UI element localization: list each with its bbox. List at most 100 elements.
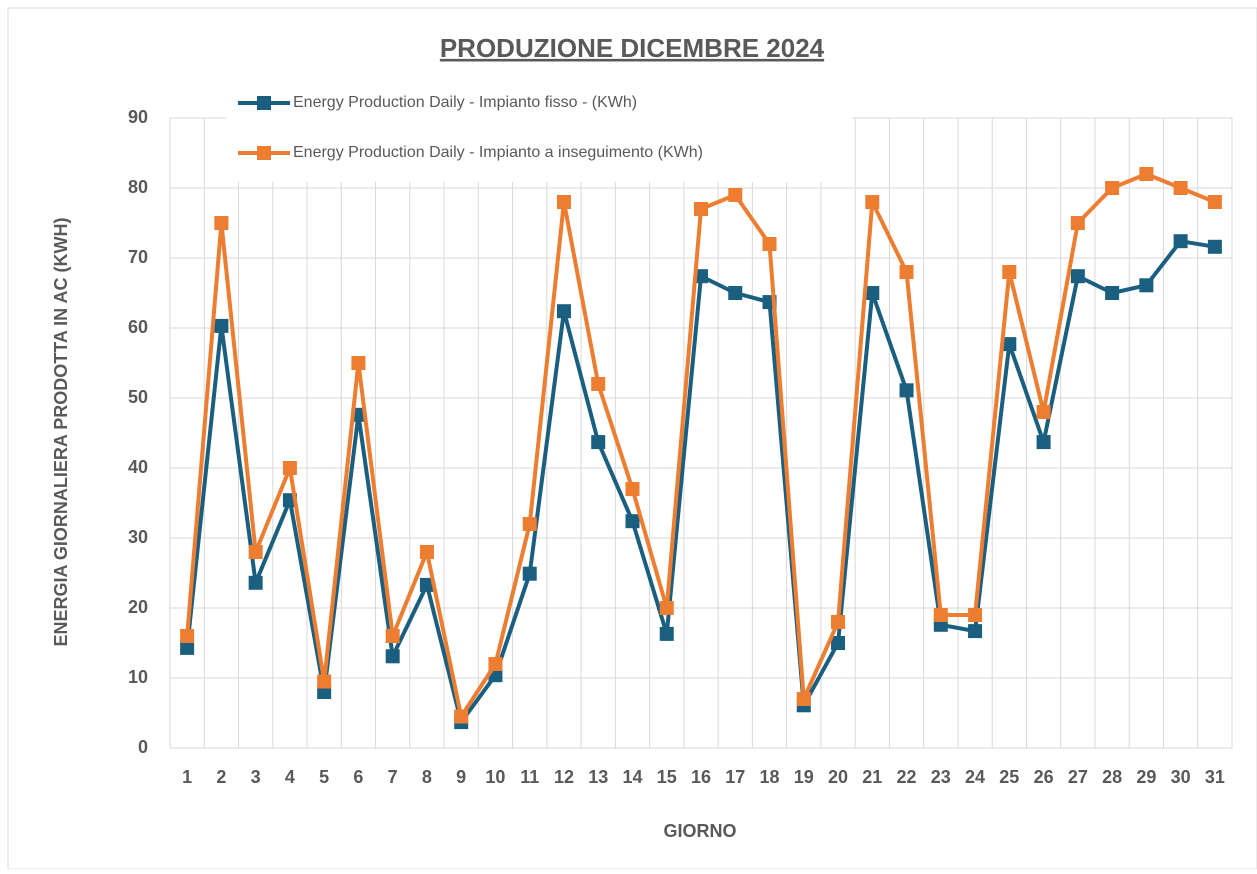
marker [248, 545, 263, 559]
marker [351, 356, 366, 370]
marker [180, 640, 195, 655]
marker [214, 216, 229, 230]
marker [591, 377, 606, 391]
x-tick-label: 12 [554, 767, 574, 787]
marker [1207, 239, 1222, 254]
x-tick-label: 5 [319, 767, 329, 787]
legend-marker [257, 96, 271, 110]
x-axis-label: GIORNO [663, 821, 736, 841]
x-tick-label: 15 [657, 767, 677, 787]
x-tick-label: 1 [182, 767, 192, 787]
legend-marker [257, 146, 271, 160]
y-tick-label: 40 [128, 457, 148, 477]
marker [831, 615, 846, 629]
marker [1139, 278, 1154, 293]
marker [317, 674, 332, 689]
marker [591, 435, 606, 450]
y-tick-label: 30 [128, 527, 148, 547]
x-tick-label: 18 [760, 767, 780, 787]
legend-label: Energy Production Daily - Impianto a ins… [293, 144, 703, 161]
x-tick-label: 4 [285, 767, 295, 787]
marker [865, 286, 880, 300]
y-tick-label: 10 [128, 667, 148, 687]
marker [1002, 265, 1017, 279]
x-tick-label: 6 [353, 767, 363, 787]
x-tick-label: 27 [1068, 767, 1088, 787]
marker [454, 709, 469, 724]
x-tick-label: 28 [1102, 767, 1122, 787]
x-tick-label: 11 [520, 767, 539, 787]
marker [556, 304, 571, 319]
marker [1002, 337, 1017, 352]
y-tick-label: 20 [128, 597, 148, 617]
marker [899, 383, 914, 398]
marker [248, 575, 263, 590]
marker [1105, 286, 1120, 300]
x-tick-label: 14 [622, 767, 642, 787]
marker [625, 514, 640, 529]
x-tick-label: 23 [931, 767, 951, 787]
x-tick-label: 29 [1136, 767, 1156, 787]
x-tick-label: 26 [1034, 767, 1054, 787]
x-tick-label: 8 [422, 767, 432, 787]
marker [899, 265, 914, 279]
y-tick-label: 60 [128, 317, 148, 337]
x-tick-label: 22 [897, 767, 917, 787]
marker [419, 577, 434, 592]
x-tick-label: 24 [965, 767, 985, 787]
chart-title: PRODUZIONE DICEMBRE 2024 [440, 33, 825, 63]
plot [180, 167, 1222, 730]
x-tick-label: 10 [485, 767, 505, 787]
x-tick-label: 9 [456, 767, 466, 787]
y-axis-label: ENERGIA GIORNALIERA PRODOTTA IN AC (KWH) [51, 218, 71, 647]
marker [933, 608, 948, 622]
marker [796, 692, 811, 706]
x-tick-label: 2 [216, 767, 226, 787]
marker [659, 601, 674, 615]
x-tick-label: 19 [794, 767, 814, 787]
legend-background [226, 86, 852, 182]
x-tick-label: 16 [691, 767, 711, 787]
marker [625, 482, 640, 496]
marker [488, 657, 503, 671]
legend-box [226, 86, 852, 182]
marker [831, 636, 846, 650]
x-tick-label: 21 [862, 767, 882, 787]
marker [1173, 181, 1188, 195]
marker [282, 461, 297, 475]
marker [419, 545, 434, 559]
x-tick-label: 20 [828, 767, 848, 787]
marker [1139, 167, 1154, 181]
marker [659, 626, 674, 641]
y-tick-label: 0 [138, 737, 148, 757]
x-tick-label: 31 [1205, 767, 1225, 787]
y-tick-label: 80 [128, 177, 148, 197]
marker [1070, 216, 1085, 230]
marker [522, 517, 537, 531]
marker [694, 202, 708, 216]
x-tick-label: 7 [388, 767, 398, 787]
marker [1036, 405, 1051, 419]
marker [1070, 269, 1085, 284]
marker [1207, 195, 1222, 209]
marker [865, 195, 880, 209]
marker [556, 195, 571, 209]
marker [1105, 181, 1120, 195]
legend-label: Energy Production Daily - Impianto fisso… [293, 94, 637, 111]
x-tick-label: 3 [251, 767, 261, 787]
y-tick-label: 70 [128, 247, 148, 267]
x-tick-label: 30 [1171, 767, 1191, 787]
x-tick-label: 17 [725, 767, 745, 787]
marker [728, 188, 743, 202]
y-tick-label: 90 [128, 107, 148, 127]
marker [522, 566, 537, 581]
marker [762, 237, 777, 251]
marker [385, 629, 400, 643]
marker [385, 649, 400, 664]
marker [968, 624, 983, 639]
marker [1036, 435, 1051, 450]
x-tick-label: 25 [999, 767, 1019, 787]
marker [214, 318, 229, 333]
x-tick-label: 13 [588, 767, 608, 787]
